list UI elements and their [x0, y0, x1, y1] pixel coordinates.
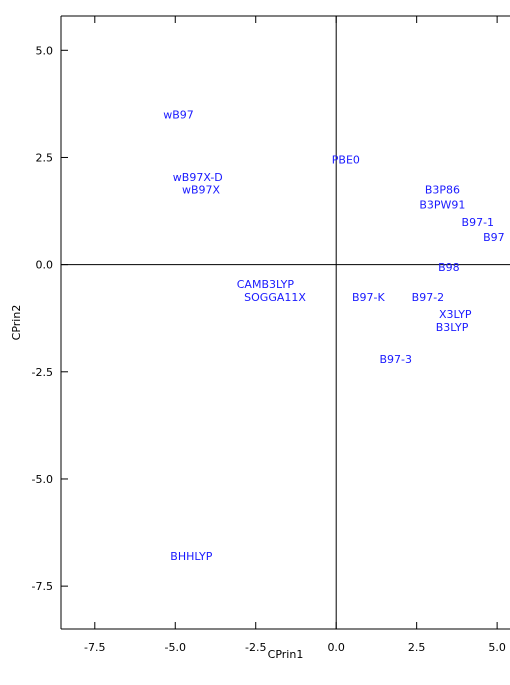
point-label: wB97 — [163, 109, 194, 122]
y-axis-title: CPrin2 — [10, 305, 23, 341]
x-tick-label: 0.0 — [327, 641, 345, 654]
point-label: B97-3 — [379, 353, 412, 366]
y-tick-label: -5.0 — [32, 473, 53, 486]
point-label: B3P86 — [425, 184, 460, 197]
x-tick-label: 2.5 — [408, 641, 426, 654]
point-label: CAMB3LYP — [237, 278, 295, 291]
point-label: B97-1 — [462, 216, 495, 229]
y-tick-label: -2.5 — [32, 366, 53, 379]
point-label: B3LYP — [436, 321, 469, 334]
x-axis-title: CPrin1 — [268, 648, 304, 661]
y-tick-label: 2.5 — [36, 151, 54, 164]
point-label: BHHLYP — [170, 550, 212, 563]
point-label: B97-2 — [412, 291, 445, 304]
x-tick-label: -2.5 — [245, 641, 266, 654]
point-label: wB97X — [182, 184, 221, 197]
point-label: X3LYP — [439, 308, 472, 321]
point-label: SOGGA11X — [244, 291, 306, 304]
point-label: B98 — [438, 261, 460, 274]
point-label: B97-K — [352, 291, 386, 304]
point-label: B3PW91 — [419, 199, 465, 212]
x-tick-label: 5.0 — [488, 641, 506, 654]
y-tick-label: -7.5 — [32, 580, 53, 593]
y-tick-label: 5.0 — [36, 44, 54, 57]
point-label: B97 — [483, 231, 505, 244]
point-label: wB97X-D — [173, 171, 223, 184]
point-label: PBE0 — [332, 154, 360, 167]
x-tick-label: -5.0 — [165, 641, 186, 654]
x-tick-label: -7.5 — [84, 641, 105, 654]
y-tick-label: 0.0 — [36, 259, 54, 272]
